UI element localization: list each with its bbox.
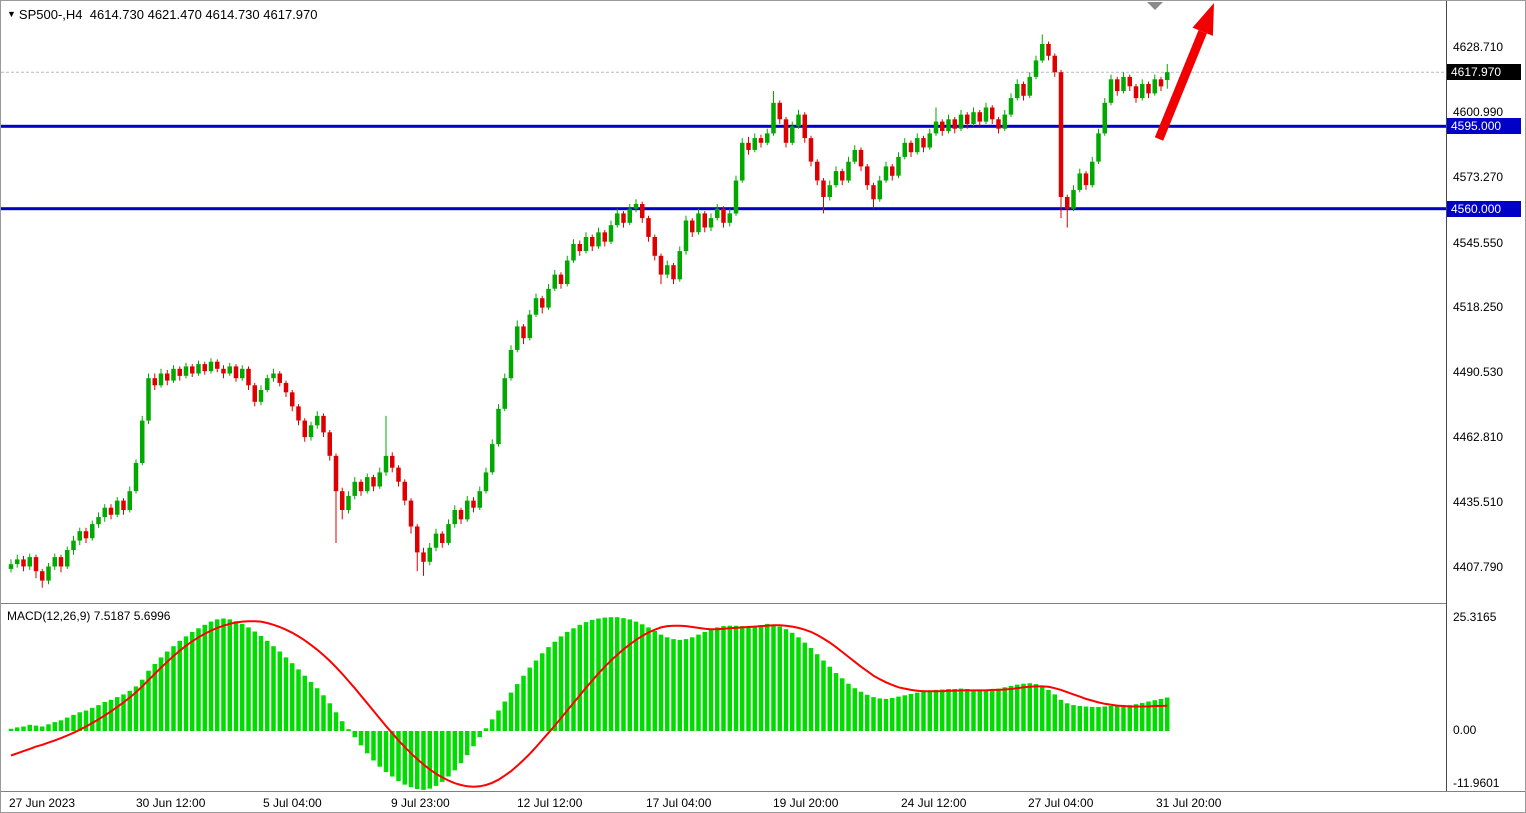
time-axis-label: 19 Jul 20:00 xyxy=(773,796,839,810)
hline-price-label: 4595.000 xyxy=(1447,118,1521,134)
current-price-label: 4617.970 xyxy=(1447,64,1521,80)
time-axis-label: 27 Jul 04:00 xyxy=(1028,796,1094,810)
price-axis[interactable]: 4628.710 4600.990 4573.270 4545.550 4518.250… xyxy=(1446,1,1525,791)
price-tick-label: 4573.270 xyxy=(1453,170,1504,184)
time-axis-label: 9 Jul 23:00 xyxy=(391,796,450,810)
time-axis-label: 24 Jul 12:00 xyxy=(901,796,967,810)
macd-signal-value: 5.6996 xyxy=(133,609,171,623)
symbol-dropdown-triangle-icon: ▼ xyxy=(7,9,16,19)
time-axis-label: 17 Jul 04:00 xyxy=(646,796,712,810)
price-tick-label: 4435.510 xyxy=(1453,495,1504,509)
price-tick-label: 4518.250 xyxy=(1453,300,1504,314)
macd-indicator-label: MACD(12,26,9) 7.5187 5.6996 xyxy=(7,609,170,623)
macd-tick-label: 25.3165 xyxy=(1453,610,1497,624)
price-tick-label: 4545.550 xyxy=(1453,236,1504,250)
price-tick-label: 4490.530 xyxy=(1453,365,1504,379)
hline-price-label: 4560.000 xyxy=(1447,201,1521,217)
chart-ohlc-readout: 4614.730 4621.470 4614.730 4617.970 xyxy=(89,7,318,22)
time-axis-label: 27 Jun 2023 xyxy=(9,796,76,810)
price-chart-pane[interactable]: ▼ SP500-,H4 4614.730 4621.470 4614.730 46… xyxy=(1,1,1446,603)
time-axis[interactable]: 27 Jun 2023 30 Jun 12:00 5 Jul 04:00 9 Jul … xyxy=(1,791,1525,812)
macd-indicator-pane[interactable]: MACD(12,26,9) 7.5187 5.6996 xyxy=(1,603,1446,791)
time-axis-label: 12 Jul 12:00 xyxy=(517,796,583,810)
price-tick-label: 4462.810 xyxy=(1453,430,1504,444)
candlestick-chart[interactable] xyxy=(1,1,1446,603)
macd-chart[interactable] xyxy=(1,604,1446,791)
chart-symbol-period: SP500-,H4 xyxy=(18,7,83,22)
time-axis-label: 5 Jul 04:00 xyxy=(263,796,322,810)
macd-name: MACD(12,26,9) xyxy=(7,609,91,623)
chart-title: ▼ SP500-,H4 4614.730 4621.470 4614.730 46… xyxy=(7,7,317,22)
price-tick-label: 4628.710 xyxy=(1453,40,1504,54)
time-axis-label: 30 Jun 12:00 xyxy=(136,796,206,810)
time-axis-label: 31 Jul 20:00 xyxy=(1156,796,1222,810)
macd-tick-label: -11.9601 xyxy=(1453,776,1500,790)
price-tick-label: 4407.790 xyxy=(1453,560,1504,574)
price-tick-label: 4600.990 xyxy=(1453,105,1504,119)
macd-tick-label: 0.00 xyxy=(1453,723,1477,737)
macd-main-value: 7.5187 xyxy=(93,609,131,623)
